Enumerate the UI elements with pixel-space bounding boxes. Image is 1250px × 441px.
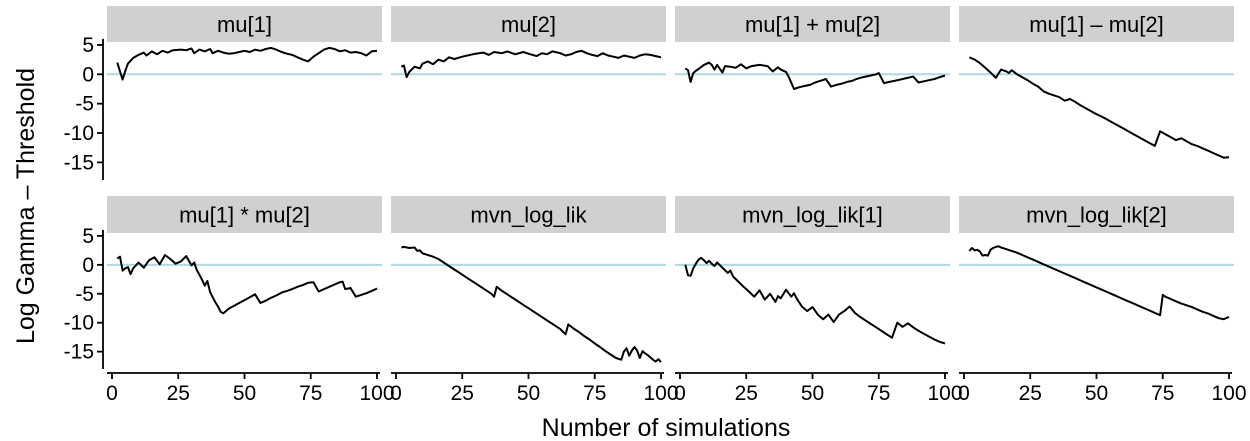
panels-layer: mu[1] mu[2] mu[1] + mu[2] mu[1] – mu[2] mu[1… bbox=[107, 6, 1234, 363]
facet-strip bbox=[107, 6, 382, 42]
y-tick-label: -15 bbox=[64, 341, 94, 364]
facet-title: mu[1] bbox=[217, 12, 272, 37]
series-line bbox=[116, 254, 378, 315]
x-axis: 0 25 50 75 100 bbox=[958, 372, 1247, 405]
x-tick-label: 25 bbox=[1019, 382, 1042, 405]
facet-panel: mvn_log_lik[1] bbox=[675, 196, 950, 345]
x-tick-label: 50 bbox=[801, 382, 824, 405]
x-axis: 0 25 50 75 100 bbox=[106, 372, 395, 405]
facet-strip bbox=[391, 196, 666, 233]
x-tick-label: 100 bbox=[927, 382, 962, 405]
y-tick-label: 0 bbox=[82, 63, 94, 86]
x-tick-label: 50 bbox=[517, 382, 540, 405]
y-tick-label: 0 bbox=[82, 254, 94, 277]
x-tick-label: 75 bbox=[867, 382, 890, 405]
x-tick-label: 50 bbox=[233, 382, 256, 405]
y-tick-label: 5 bbox=[82, 225, 94, 248]
series-line bbox=[401, 245, 662, 363]
facet-title: mvn_log_lik[2] bbox=[1026, 203, 1167, 228]
x-tick-label: 50 bbox=[1085, 382, 1108, 405]
x-axis-title: Number of simulations bbox=[542, 414, 791, 441]
series-line bbox=[116, 46, 378, 81]
x-tick-label: 0 bbox=[390, 382, 402, 405]
x-tick-label: 0 bbox=[106, 382, 118, 405]
facet-panel: mvn_log_lik bbox=[391, 196, 666, 363]
facet-strip bbox=[391, 6, 666, 42]
facet-title: mu[2] bbox=[501, 12, 556, 37]
facet-title: mu[1] * mu[2] bbox=[179, 203, 310, 228]
series-line bbox=[684, 61, 946, 90]
x-axis: 0 25 50 75 100 bbox=[674, 372, 963, 405]
series-line bbox=[400, 49, 662, 79]
facet-panel: mu[1] + mu[2] bbox=[675, 6, 950, 90]
x-tick-label: 75 bbox=[1151, 382, 1174, 405]
y-tick-label: -5 bbox=[75, 283, 94, 306]
x-tick-label: 75 bbox=[583, 382, 606, 405]
facet-strip bbox=[675, 196, 950, 233]
series-line bbox=[684, 256, 946, 345]
y-tick-label: -10 bbox=[64, 312, 94, 335]
facet-title: mu[1] – mu[2] bbox=[1029, 12, 1164, 37]
x-axis: 0 25 50 75 100 bbox=[390, 372, 679, 405]
y-axis: 5 0 -5 -10 -15 bbox=[64, 34, 104, 180]
series-line bbox=[968, 56, 1230, 159]
series-line bbox=[968, 245, 1230, 321]
x-tick-label: 100 bbox=[1211, 382, 1246, 405]
facet-strip bbox=[959, 196, 1234, 233]
facet-title: mu[1] + mu[2] bbox=[745, 12, 880, 37]
facet-title: mvn_log_lik[1] bbox=[742, 203, 883, 228]
x-tick-label: 75 bbox=[299, 382, 322, 405]
facet-panel: mu[2] bbox=[391, 6, 666, 79]
x-tick-label: 100 bbox=[359, 382, 394, 405]
facet-strip bbox=[675, 6, 950, 42]
y-axes-layer: 5 0 -5 -10 -15 5 0 -5 -10 -15 bbox=[64, 34, 104, 369]
y-tick-label: 5 bbox=[82, 34, 94, 57]
x-tick-label: 25 bbox=[451, 382, 474, 405]
facet-title: mvn_log_lik bbox=[470, 203, 587, 228]
facet-panel: mu[1] * mu[2] bbox=[107, 196, 382, 315]
y-tick-label: -15 bbox=[64, 151, 94, 174]
x-tick-label: 0 bbox=[674, 382, 686, 405]
y-axis: 5 0 -5 -10 -15 bbox=[64, 225, 104, 369]
x-tick-label: 25 bbox=[167, 382, 190, 405]
facet-panel: mu[1] bbox=[107, 6, 382, 81]
facet-panel: mu[1] – mu[2] bbox=[959, 6, 1234, 159]
y-axis-title: Log Gamma – Threshold bbox=[12, 68, 40, 344]
x-tick-label: 0 bbox=[958, 382, 970, 405]
x-tick-label: 25 bbox=[735, 382, 758, 405]
facet-panel: mvn_log_lik[2] bbox=[959, 196, 1234, 321]
facet-strip bbox=[107, 196, 382, 233]
x-tick-label: 100 bbox=[643, 382, 678, 405]
facet-strip bbox=[959, 6, 1234, 42]
y-tick-label: -5 bbox=[75, 93, 94, 116]
y-tick-label: -10 bbox=[64, 122, 94, 145]
